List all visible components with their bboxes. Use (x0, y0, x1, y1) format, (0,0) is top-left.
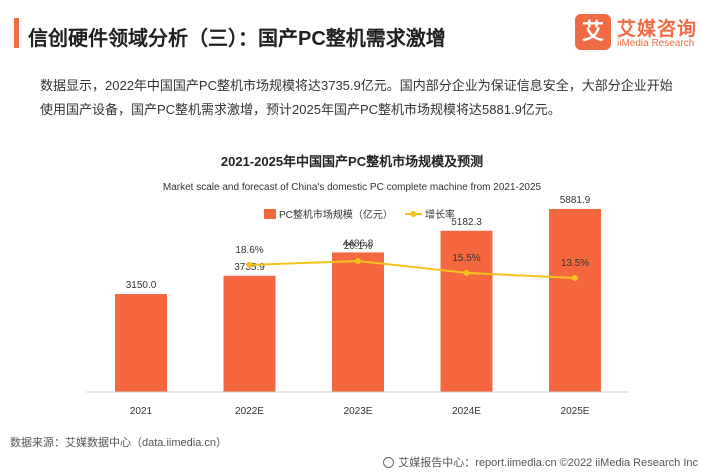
x-tick-label: 2024E (452, 406, 481, 417)
bar-2023E (332, 252, 384, 392)
legend-swatch-bar (264, 209, 276, 219)
bar-value-label: 5881.9 (560, 195, 591, 206)
title-accent-bar (14, 18, 19, 48)
legend-label-bar: PC整机市场规模（亿元） (279, 208, 393, 221)
chart-title: 2021-2025年中国国产PC整机市场规模及预测 (221, 154, 483, 169)
growth-rate-label: 13.5% (561, 258, 589, 269)
data-source: 数据来源：艾媒数据中心（data.iimedia.cn） (10, 437, 227, 449)
bar-value-label: 4486.8 (343, 238, 374, 249)
x-tick-label: 2022E (235, 406, 264, 417)
chart-subtitle: Market scale and forecast of China's dom… (163, 182, 542, 193)
x-tick-labels: 2021 2022E 2023E 2024E 2025E (130, 406, 590, 417)
legend-swatch-marker (410, 211, 417, 217)
bar-2021 (115, 294, 167, 392)
copyright-text: 艾媒报告中心：report.iimedia.cn ©2022 iiMedia R… (398, 457, 698, 469)
bar-2022E (223, 275, 276, 392)
growth-rate-point (246, 261, 253, 268)
growth-rate-point (572, 275, 578, 281)
bar-value-label: 3150.0 (126, 280, 157, 291)
intro-paragraph: 数据显示，2022年中国国产PC整机市场规模将达3735.9亿元。国内部分企业为… (40, 78, 673, 117)
growth-rate-line (249, 259, 576, 279)
bar-value-label: 5182.3 (451, 217, 482, 228)
footer-copyright: 艾媒报告中心：report.iimedia.cn ©2022 iiMedia R… (383, 454, 698, 470)
bar-2025E (549, 209, 601, 392)
x-tick-label: 2021 (130, 406, 153, 417)
logo-cn-name: 艾媒咨询 (617, 19, 698, 40)
growth-rate-point (463, 269, 470, 276)
brand-logo: 艾 艾媒咨询 iiMedia Research (575, 12, 705, 56)
growth-rate-point (355, 258, 361, 264)
chart-legend: PC整机市场规模（亿元） 增长率 (264, 208, 455, 221)
growth-rate-label: 20.1% (344, 241, 372, 252)
globe-icon (383, 457, 395, 468)
x-tick-label: 2025E (561, 406, 590, 417)
growth-rate-label: 18.6% (235, 245, 263, 256)
bar-2024E (440, 230, 493, 392)
growth-line-layer: 18.6% 20.1% 15.5% 13.5% (235, 241, 589, 281)
legend-label-line: 增长率 (425, 208, 455, 221)
x-tick-label: 2023E (344, 406, 373, 417)
logo-badge-icon: 艾 (575, 14, 611, 50)
logo-en-name: iiMedia Research (617, 38, 695, 49)
growth-rate-label: 15.5% (452, 253, 480, 264)
page-title: 信创硬件领域分析（三）：国产PC整机需求激增 (28, 28, 446, 50)
